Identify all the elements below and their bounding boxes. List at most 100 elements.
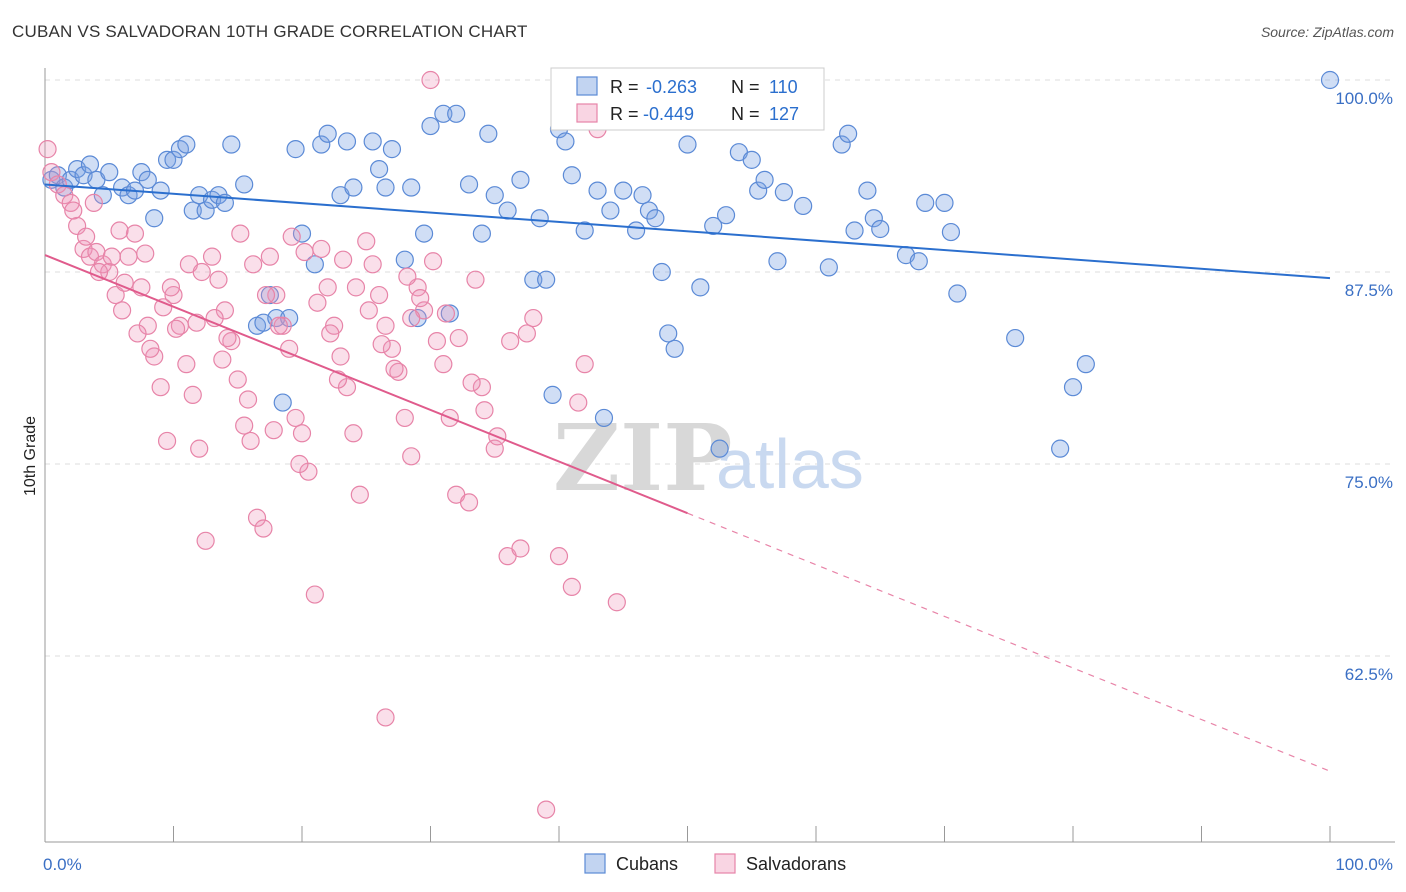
- cuban-point: [742, 150, 761, 169]
- legend-r-label-cubans: R =: [610, 77, 639, 97]
- cuban-point: [100, 163, 119, 182]
- cuban-point: [305, 255, 324, 274]
- salvadoran-point: [125, 224, 145, 243]
- salvadoran-point: [128, 324, 147, 343]
- cuban-point: [768, 252, 787, 271]
- cuban-point: [177, 135, 196, 154]
- salvadoran-point: [382, 339, 402, 358]
- salvadoran-point: [273, 316, 292, 335]
- salvadoran-point: [286, 408, 305, 428]
- legend-n-value-salvadorans: 127: [769, 104, 799, 124]
- salvadoran-point: [202, 247, 222, 266]
- cuban-point: [292, 224, 312, 243]
- salvadoran-point: [308, 293, 327, 312]
- cuban-point: [594, 408, 614, 428]
- salvadoran-point: [385, 359, 404, 378]
- salvadoran-point: [151, 378, 170, 397]
- salvadoran-point: [370, 285, 389, 305]
- salvadoran-point: [292, 424, 312, 443]
- cuban-point: [588, 181, 607, 200]
- cuban-point: [716, 206, 736, 225]
- cuban-point: [626, 221, 646, 240]
- y-tick-label: 87.5%: [1345, 281, 1393, 300]
- cuban-point: [183, 201, 202, 220]
- cuban-point: [652, 262, 671, 282]
- salvadoran-point: [402, 308, 421, 328]
- salvadoran-point: [231, 224, 250, 243]
- cuban-point: [260, 285, 279, 305]
- cuban-point: [382, 140, 402, 159]
- cuban-point: [633, 186, 652, 205]
- salvadoran-point: [190, 439, 209, 458]
- bottom-legend-swatch-cubans: [584, 853, 606, 874]
- cuban-point: [562, 166, 581, 185]
- salvadoran-point: [183, 385, 202, 404]
- salvadoran-point: [282, 227, 301, 246]
- salvadoran-point: [562, 577, 581, 596]
- salvadoran-point: [331, 347, 350, 366]
- salvadoran-point: [321, 324, 340, 343]
- cuban-point: [318, 124, 337, 143]
- salvadoran-point: [77, 227, 96, 246]
- cuban-point: [414, 224, 434, 243]
- salvadoran-point: [376, 316, 395, 335]
- correlation-legend: R = -0.263 N = 110 R = -0.449 N = 127: [550, 67, 825, 131]
- trend-layer: [44, 183, 1331, 772]
- cuban-point: [151, 181, 170, 200]
- cuban-point: [376, 178, 395, 197]
- salvadoran-point: [423, 252, 443, 271]
- cuban-point: [472, 224, 491, 243]
- cuban-point: [556, 132, 575, 151]
- series-legend: Cubans Salvadorans: [584, 853, 846, 874]
- bottom-legend-label-salvadorans: Salvadorans: [746, 854, 846, 874]
- cuban-point: [819, 258, 838, 277]
- legend-r-label-salvadorans: R =: [610, 104, 639, 124]
- salvadoran-point: [254, 519, 273, 538]
- cuban-point: [145, 209, 164, 228]
- grid-layer: [45, 79, 1395, 657]
- salvadoran-point: [136, 244, 155, 263]
- bottom-legend-swatch-salvadorans: [714, 853, 736, 874]
- cuban-point: [479, 124, 498, 143]
- legend-swatch-cubans: [576, 76, 598, 96]
- cuban-point: [273, 393, 292, 412]
- cuban-point: [864, 209, 883, 228]
- salvadoran-point: [402, 447, 421, 466]
- cuban-point: [196, 201, 215, 220]
- cuban-point: [543, 385, 562, 404]
- salvadoran-point: [238, 390, 258, 409]
- salvadoran-point: [466, 270, 485, 289]
- y-tick-label: 75.0%: [1345, 473, 1393, 492]
- salvadoran-point: [537, 800, 556, 819]
- cuban-point: [614, 181, 633, 200]
- salvadoran-point: [517, 324, 536, 343]
- cuban-point: [337, 132, 357, 151]
- salvadoran-point: [241, 431, 260, 451]
- salvadoran-point: [295, 242, 314, 262]
- cuban-point: [749, 181, 768, 200]
- cuban-point: [665, 339, 684, 358]
- salvadoran-point: [84, 193, 103, 212]
- salvadoran-point: [119, 247, 138, 266]
- salvadoran-point: [157, 431, 177, 451]
- cuban-point: [537, 270, 556, 289]
- cuban-point: [344, 178, 363, 197]
- salvadoran-point: [256, 285, 276, 305]
- salvadoran-point: [209, 270, 228, 289]
- salvadoran-point: [235, 416, 254, 435]
- cuban-point: [871, 219, 890, 239]
- cuban-point: [235, 175, 254, 194]
- x-tick-label: 100.0%: [1335, 855, 1393, 874]
- salvadoran-point: [359, 301, 378, 320]
- y-axis-title: 10th Grade: [22, 416, 39, 496]
- cuban-point: [498, 201, 517, 220]
- salvadoran-point: [459, 493, 479, 512]
- cuban-point: [916, 193, 935, 212]
- cuban-point: [459, 175, 479, 194]
- chart-source: Source: ZipAtlas.com: [1260, 24, 1394, 40]
- salvadoran-point: [511, 539, 530, 558]
- salvadoran-point: [575, 355, 594, 374]
- salvadoran-point: [38, 140, 57, 159]
- cuban-point: [1076, 355, 1095, 374]
